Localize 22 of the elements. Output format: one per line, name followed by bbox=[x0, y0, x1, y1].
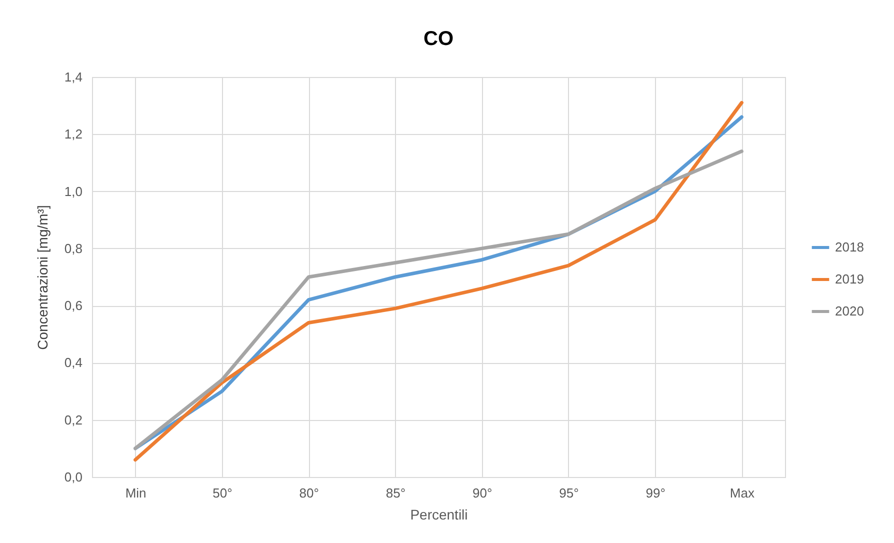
y-tick-label: 0,8 bbox=[64, 240, 82, 256]
legend-label: 2018 bbox=[835, 240, 864, 254]
x-tick-label: Min bbox=[125, 486, 146, 500]
y-tick-label: 1,2 bbox=[64, 126, 82, 142]
x-axis-title: Percentili bbox=[410, 506, 468, 522]
y-axis-title: Concentrazioni [mg/m³] bbox=[34, 205, 50, 350]
legend-label: 2020 bbox=[835, 304, 864, 318]
x-tick-label: 50° bbox=[212, 486, 232, 500]
x-tick-label: 80° bbox=[299, 486, 319, 500]
y-tick-label: 0,2 bbox=[64, 412, 82, 428]
legend-label: 2019 bbox=[835, 272, 864, 286]
x-tick-label: 90° bbox=[472, 486, 492, 500]
x-tick-label: 99° bbox=[646, 486, 666, 500]
y-tick-label: 0,0 bbox=[64, 470, 82, 484]
y-tick-label: 0,4 bbox=[64, 355, 82, 370]
y-tick-label: 1,4 bbox=[64, 70, 82, 84]
x-tick-label: 95° bbox=[559, 486, 579, 500]
chart-title: CO bbox=[424, 28, 454, 50]
y-tick-label: 0,6 bbox=[64, 298, 82, 314]
x-tick-label: Max bbox=[730, 486, 755, 500]
y-tick-label: 1,0 bbox=[64, 184, 82, 199]
x-tick-label: 85° bbox=[386, 486, 406, 500]
